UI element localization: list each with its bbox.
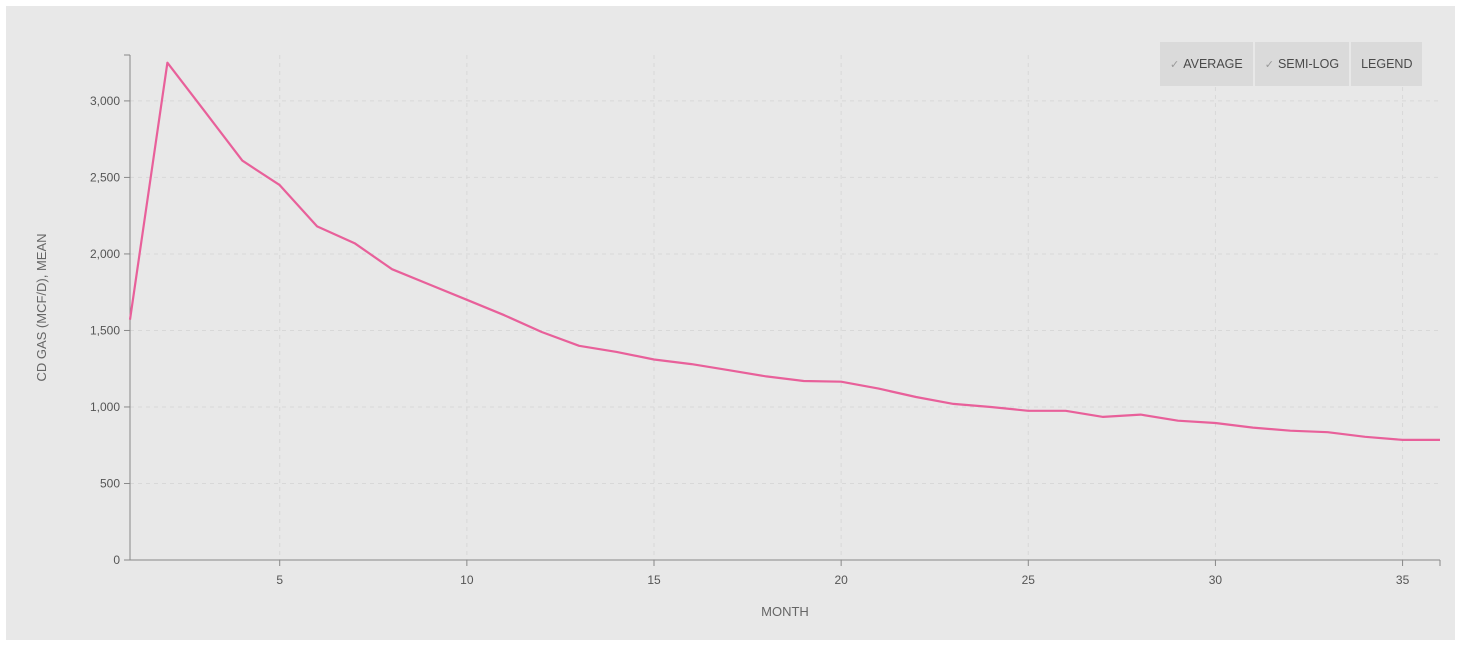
y-axis-title: CD GAS (MCF/D), MEAN <box>34 233 49 381</box>
chart-panel <box>6 6 1455 640</box>
average-label: AVERAGE <box>1183 57 1243 71</box>
x-tick-label: 10 <box>460 573 474 587</box>
legend-label: LEGEND <box>1361 57 1413 71</box>
x-axis-title: MONTH <box>761 604 809 619</box>
legend-toggle-button[interactable]: LEGEND <box>1351 42 1423 86</box>
semilog-toggle-button[interactable]: ✓ SEMI-LOG <box>1254 42 1352 86</box>
y-tick-label: 3,000 <box>90 94 120 108</box>
y-tick-label: 2,000 <box>90 247 120 261</box>
y-tick-label: 1,500 <box>90 323 120 337</box>
x-tick-label: 25 <box>1022 573 1036 587</box>
chart-toolbar: ✓ AVERAGE ✓ SEMI-LOG LEGEND <box>1160 42 1423 86</box>
check-icon: ✓ <box>1264 58 1274 71</box>
y-tick-label: 1,000 <box>90 400 120 414</box>
average-toggle-button[interactable]: ✓ AVERAGE <box>1160 42 1255 86</box>
y-tick-label: 2,500 <box>90 170 120 184</box>
y-tick-label: 500 <box>100 476 120 490</box>
x-tick-label: 15 <box>647 573 661 587</box>
x-tick-label: 5 <box>276 573 283 587</box>
x-tick-label: 20 <box>834 573 848 587</box>
semilog-label: SEMI-LOG <box>1277 57 1340 71</box>
x-tick-label: 35 <box>1396 573 1410 587</box>
x-tick-label: 30 <box>1209 573 1223 587</box>
series-line <box>128 61 1440 441</box>
check-icon: ✓ <box>1170 58 1180 71</box>
y-tick-label: 0 <box>113 553 120 567</box>
